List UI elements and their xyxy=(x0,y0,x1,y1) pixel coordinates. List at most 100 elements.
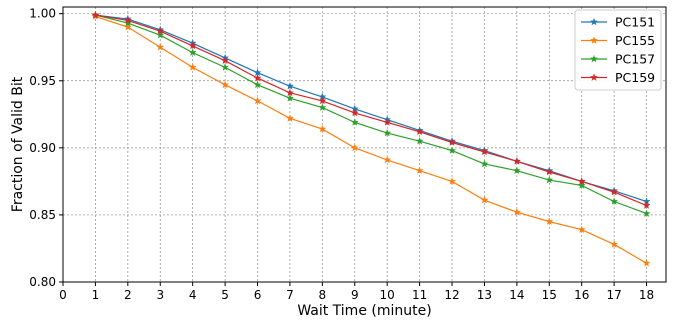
series-line xyxy=(95,14,647,203)
grid xyxy=(62,7,666,283)
x-tick-label: 10 xyxy=(380,288,395,302)
data-point xyxy=(448,177,457,185)
data-point xyxy=(512,208,521,216)
x-tick-label: 18 xyxy=(639,288,654,302)
data-point xyxy=(642,209,651,217)
data-point xyxy=(188,41,197,50)
data-point xyxy=(91,10,100,19)
x-tick-label: 13 xyxy=(477,288,492,302)
data-point xyxy=(188,63,197,71)
data-point xyxy=(285,81,294,90)
data-point xyxy=(383,128,392,137)
x-tick-label: 16 xyxy=(574,288,589,302)
x-tick-label: 3 xyxy=(156,288,164,302)
x-tick-label: 8 xyxy=(319,288,327,302)
series-line xyxy=(95,14,647,207)
data-point xyxy=(285,88,294,97)
data-point xyxy=(123,18,132,27)
data-point xyxy=(156,26,165,35)
data-point xyxy=(480,195,489,204)
data-point xyxy=(610,187,619,196)
data-point xyxy=(545,167,554,176)
data-point xyxy=(577,177,586,185)
data-point xyxy=(253,96,262,105)
data-point xyxy=(156,43,165,51)
y-tick-label: 1.00 xyxy=(29,7,56,21)
x-tick-label: 14 xyxy=(509,288,524,302)
data-point xyxy=(642,259,651,267)
data-point xyxy=(123,22,132,31)
data-point xyxy=(318,96,327,105)
series-pc155 xyxy=(91,12,651,267)
legend-item: PC151 xyxy=(581,15,655,30)
x-tick-label: 12 xyxy=(444,288,459,302)
y-tick-label: 0.90 xyxy=(29,141,56,155)
legend-marker xyxy=(590,36,598,44)
data-point xyxy=(285,114,294,122)
data-point xyxy=(350,143,359,152)
legend-marker xyxy=(590,54,598,63)
data-point xyxy=(577,225,586,234)
data-point xyxy=(350,118,359,126)
legend-label: PC151 xyxy=(615,15,655,30)
data-point xyxy=(156,30,165,39)
x-tick-label: 5 xyxy=(221,288,229,302)
data-point xyxy=(318,103,327,111)
plot-frame xyxy=(62,6,667,283)
data-point xyxy=(512,166,521,175)
data-point xyxy=(545,175,554,184)
y-tick-label: 0.95 xyxy=(29,74,56,88)
x-tick-label: 17 xyxy=(606,288,621,302)
x-tick-label: 9 xyxy=(351,288,359,302)
y-axis-title: Fraction of Valid Bit xyxy=(10,76,26,212)
data-point xyxy=(221,56,230,65)
legend-item: PC159 xyxy=(581,70,655,85)
axes: 0 1 2 3 4 5 6 7 8 9 10 11 12 13 14 15 16 17 180.800.850.90… xyxy=(29,7,654,302)
data-point xyxy=(512,157,521,165)
data-point xyxy=(545,217,554,226)
data-point xyxy=(221,80,230,89)
legend-label: PC159 xyxy=(615,70,655,85)
x-tick-label: 1 xyxy=(92,288,100,302)
data-point xyxy=(383,155,392,164)
series-pc151 xyxy=(91,10,651,205)
data-point xyxy=(318,124,327,133)
data-point xyxy=(253,80,262,89)
data-point xyxy=(188,48,197,56)
series-line xyxy=(95,14,647,215)
data-point xyxy=(383,118,392,126)
data-point xyxy=(221,63,230,71)
legend-box xyxy=(574,9,662,91)
x-tick-label: 4 xyxy=(189,288,197,302)
data-point xyxy=(610,197,619,205)
legend: PC151 PC155 PC157 PC159 xyxy=(574,9,662,91)
legend-label: PC157 xyxy=(615,52,655,67)
x-tick-label: 2 xyxy=(124,288,132,302)
data-point xyxy=(642,201,651,209)
x-tick-label: 7 xyxy=(286,288,294,302)
x-tick-label: 11 xyxy=(412,288,427,302)
data-point xyxy=(285,94,294,102)
series-pc159 xyxy=(91,10,651,209)
legend-item: PC157 xyxy=(581,52,655,67)
series-group xyxy=(91,10,651,267)
x-tick-label: 0 xyxy=(59,288,67,302)
data-point xyxy=(480,159,489,168)
data-point xyxy=(448,138,457,146)
data-point xyxy=(480,147,489,156)
data-point xyxy=(415,166,424,175)
series-line xyxy=(95,15,647,264)
data-point xyxy=(415,136,424,145)
data-point xyxy=(350,108,359,117)
x-tick-label: 15 xyxy=(542,288,557,302)
legend-marker xyxy=(590,17,598,26)
x-axis-title: Wait Time (minute) xyxy=(297,303,431,319)
data-point xyxy=(123,16,132,24)
x-tick-label: 6 xyxy=(254,288,262,302)
legend-label: PC155 xyxy=(615,33,655,48)
legend-item: PC155 xyxy=(581,33,655,48)
data-point xyxy=(415,127,424,136)
data-point xyxy=(577,181,586,189)
data-point xyxy=(253,73,262,82)
